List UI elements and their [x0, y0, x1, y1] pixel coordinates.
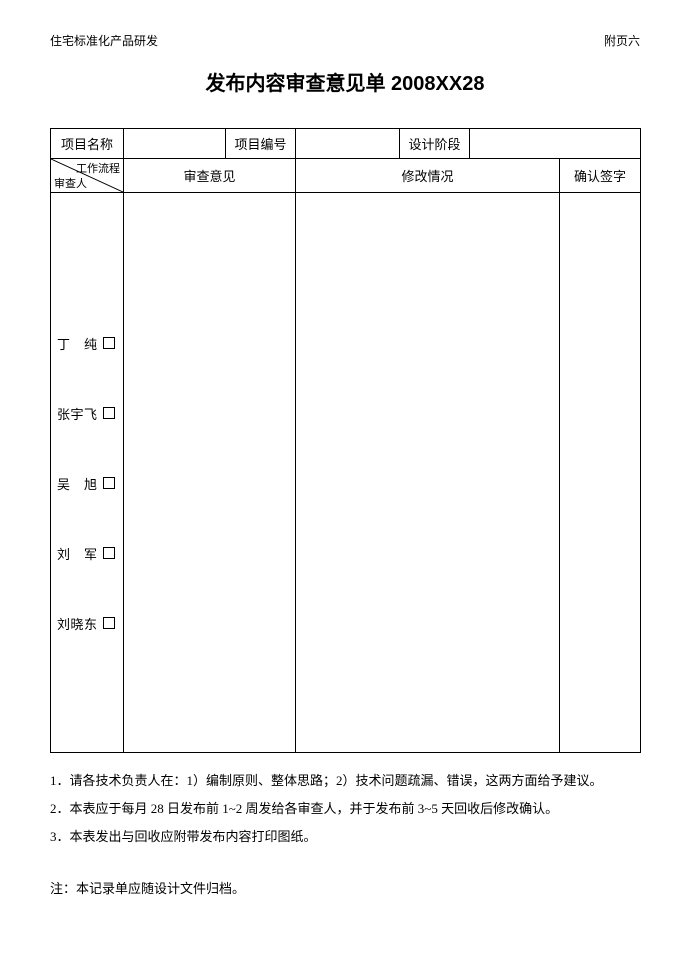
reviewer-checkbox[interactable] [103, 407, 115, 419]
col-modification: 修改情况 [296, 159, 560, 193]
reviewer-checkbox[interactable] [103, 547, 115, 559]
diagonal-header: 工作流程 审查人 [51, 159, 124, 193]
value-design-phase [470, 129, 641, 159]
note-line: 3．本表发出与回收应附带发布内容打印图纸。 [50, 824, 640, 850]
reviewer-item: 吴 旭 [51, 448, 123, 518]
reviewer-name: 张宇飞 [57, 404, 103, 423]
reviewers-cell: 丁 纯张宇飞吴 旭刘 军刘晓东 [51, 193, 124, 753]
page-title: 发布内容审查意见单 2008XX28 [50, 67, 640, 96]
reviewer-item: 刘晓东 [51, 588, 123, 658]
label-design-phase: 设计阶段 [400, 129, 470, 159]
reviewer-name: 吴 旭 [57, 474, 103, 493]
label-project-name: 项目名称 [51, 129, 124, 159]
form-table: 项目名称 项目编号 设计阶段 工作流程 审查人 审查意见 修改情况 确认签字 丁… [50, 128, 641, 753]
reviewer-checkbox[interactable] [103, 477, 115, 489]
header-right: 附页六 [604, 32, 640, 49]
label-project-number: 项目编号 [226, 129, 296, 159]
reviewer-name: 丁 纯 [57, 334, 103, 353]
value-project-number [296, 129, 400, 159]
reviewer-name: 刘 军 [57, 544, 103, 563]
footnote: 注：本记录单应随设计文件归档。 [50, 878, 640, 897]
col-signature: 确认签字 [560, 159, 641, 193]
reviewer-item: 刘 军 [51, 518, 123, 588]
reviewer-item: 张宇飞 [51, 378, 123, 448]
note-line: 1．请各技术负责人在：1）编制原则、整体思路；2）技术问题疏漏、错误，这两方面给… [50, 768, 640, 794]
signature-body [560, 193, 641, 753]
col-review-opinion: 审查意见 [124, 159, 296, 193]
reviewer-checkbox[interactable] [103, 337, 115, 349]
notes-section: 1．请各技术负责人在：1）编制原则、整体思路；2）技术问题疏漏、错误，这两方面给… [50, 768, 640, 850]
reviewer-checkbox[interactable] [103, 617, 115, 629]
diag-bottom-label: 审查人 [54, 175, 87, 191]
reviewer-item: 丁 纯 [51, 308, 123, 378]
value-project-name [124, 129, 226, 159]
review-opinion-body [124, 193, 296, 753]
reviewer-name: 刘晓东 [57, 614, 103, 633]
diag-top-label: 工作流程 [76, 160, 120, 176]
note-line: 2．本表应于每月 28 日发布前 1~2 周发给各审查人，并于发布前 3~5 天… [50, 796, 640, 822]
modification-body [296, 193, 560, 753]
header-left: 住宅标准化产品研发 [50, 32, 158, 49]
